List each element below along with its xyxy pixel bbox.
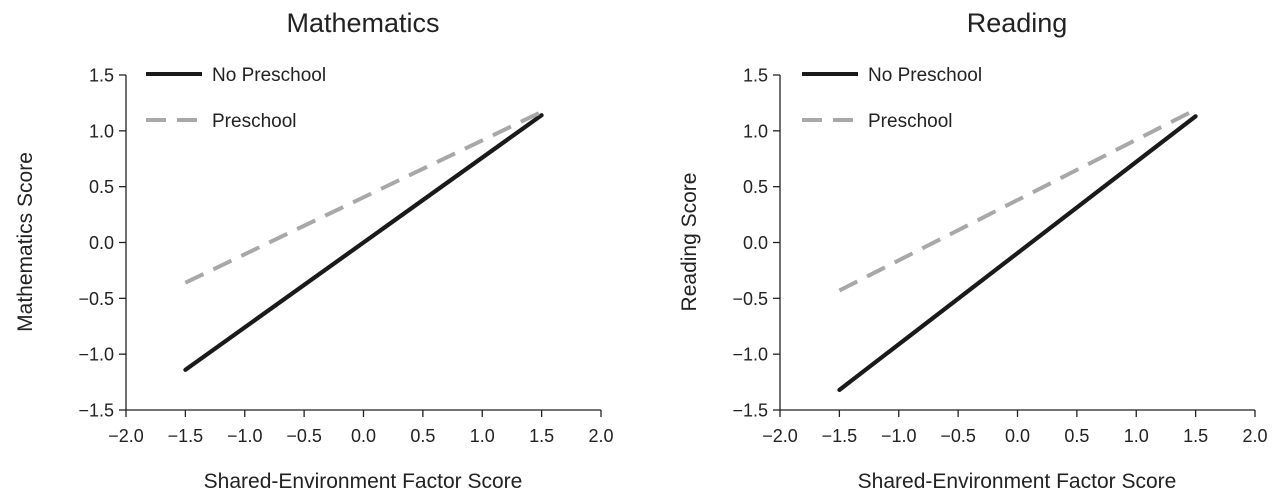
x-tick-label: 1.5 <box>529 426 554 446</box>
legend: No Preschool Preschool <box>802 65 982 132</box>
series-line-preschool <box>184 110 543 285</box>
y-tick-label: 0.5 <box>743 177 768 197</box>
y-tick-label: 0.0 <box>743 233 768 253</box>
x-tick-label: 2.0 <box>588 426 613 446</box>
tick-group: −1.5 −1.0 −0.5 0.0 0.5 1.0 1.5 −2.0 −1.5 −1.0 −0.5… <box>78 66 613 447</box>
y-tick-label: −1.5 <box>78 401 114 421</box>
y-axis-label: Mathematics Score <box>14 152 37 332</box>
tick-group: −1.5 −1.0 −0.5 0.0 0.5 1.0 1.5 −2.0 −1.5 −1.0 −0.5… <box>732 66 1267 447</box>
x-tick-label: 0.5 <box>1064 426 1089 446</box>
x-tick-label: −0.5 <box>940 426 976 446</box>
chart-title: Reading <box>967 8 1068 38</box>
x-tick-label: −1.5 <box>168 426 204 446</box>
x-tick-label: 1.5 <box>1183 426 1208 446</box>
series-layer <box>837 107 1198 392</box>
series-line-no-preschool <box>183 113 544 372</box>
x-tick-label: 0.0 <box>1005 426 1030 446</box>
y-tick-label: 0.5 <box>89 177 114 197</box>
y-tick-label: −1.0 <box>78 345 114 365</box>
chart-title: Mathematics <box>286 8 439 38</box>
x-tick-label: −2.0 <box>762 426 798 446</box>
x-tick-label: −0.5 <box>286 426 322 446</box>
legend-label-no-preschool: No Preschool <box>212 65 326 86</box>
series-layer <box>183 110 544 372</box>
series-line-no-preschool <box>837 114 1198 392</box>
legend-label-preschool: Preschool <box>868 111 953 132</box>
x-tick-label: −1.5 <box>822 426 858 446</box>
y-tick-label: 1.0 <box>743 121 768 141</box>
series-line-preschool <box>838 107 1197 293</box>
reading-chart: Reading Reading Score Shared-Environment… <box>678 8 1268 493</box>
x-tick-label: 0.5 <box>410 426 435 446</box>
legend-label-preschool: Preschool <box>212 111 297 132</box>
y-axis-label: Reading Score <box>678 173 701 312</box>
y-tick-label: 0.0 <box>89 233 114 253</box>
x-axis-label: Shared-Environment Factor Score <box>204 470 523 493</box>
y-tick-label: −1.5 <box>732 401 768 421</box>
x-tick-label: −1.0 <box>881 426 917 446</box>
x-tick-label: −2.0 <box>108 426 144 446</box>
y-tick-label: −0.5 <box>732 289 768 309</box>
x-tick-label: −1.0 <box>227 426 263 446</box>
y-tick-label: 1.5 <box>89 66 114 86</box>
legend-label-no-preschool: No Preschool <box>868 65 982 86</box>
x-tick-label: 2.0 <box>1242 426 1267 446</box>
x-axis-label: Shared-Environment Factor Score <box>858 470 1177 493</box>
mathematics-chart: Mathematics Mathematics Score Shared-Env… <box>14 8 614 493</box>
y-tick-label: 1.0 <box>89 121 114 141</box>
y-tick-label: 1.5 <box>743 66 768 86</box>
y-tick-label: −0.5 <box>78 289 114 309</box>
x-tick-label: 1.0 <box>1124 426 1149 446</box>
x-tick-label: 1.0 <box>470 426 495 446</box>
x-tick-label: 0.0 <box>351 426 376 446</box>
y-tick-label: −1.0 <box>732 345 768 365</box>
legend: No Preschool Preschool <box>146 65 326 132</box>
